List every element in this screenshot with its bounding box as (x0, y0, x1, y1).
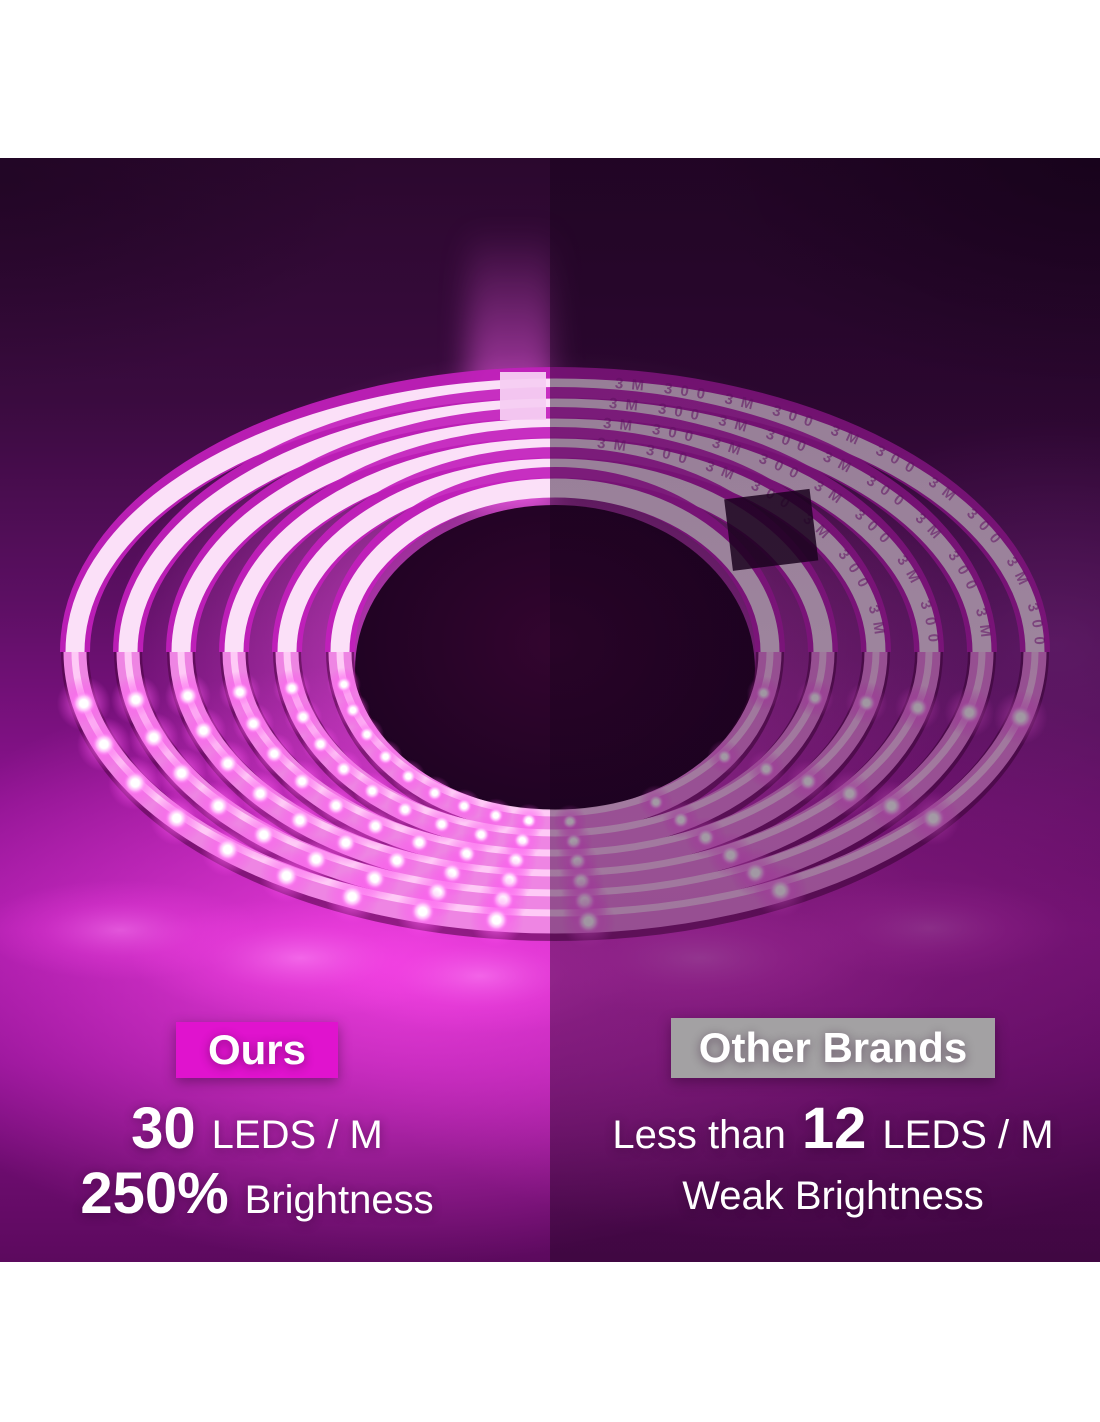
other-brands-badge: Other Brands (670, 1018, 996, 1078)
ours-brightness-label: Brightness (244, 1177, 434, 1222)
right-half-dim-overlay (550, 158, 1100, 1262)
ours-leds-line: 30 LEDS / M (131, 1096, 383, 1163)
led-strip-coil-illustration: 3M 300 3M 300 3M 300 3M 300 3M 300 3M 30… (0, 158, 1070, 1034)
other-brands-brightness-label: Weak Brightness (682, 1173, 984, 1218)
ours-badge-label: Ours (207, 1026, 307, 1073)
other-brands-leds-prefix: Less than (612, 1113, 786, 1157)
other-brands-caption-block: Other Brands Less than 12 LEDS / M Weak … (558, 1018, 1100, 1219)
ours-leds-value: 30 (131, 1096, 196, 1161)
other-brands-leds-value: 12 (801, 1096, 867, 1161)
led-strip-photo: 3M 300 3M 300 3M 300 3M 300 3M 300 3M 30… (0, 158, 1100, 1262)
ours-caption-block: Ours 30 LEDS / M 250% Brightness (0, 1022, 532, 1227)
ours-leds-unit: LEDS / M (211, 1113, 383, 1157)
other-brands-badge-label: Other Brands (698, 1024, 968, 1071)
other-brands-brightness-line: Weak Brightness (682, 1173, 984, 1219)
ours-badge: Ours (175, 1022, 339, 1078)
other-brands-leds-line: Less than 12 LEDS / M (612, 1096, 1053, 1163)
ours-brightness-value: 250% (80, 1160, 229, 1226)
ours-brightness-line: 250% Brightness (80, 1161, 433, 1228)
other-brands-leds-unit: LEDS / M (882, 1113, 1054, 1157)
